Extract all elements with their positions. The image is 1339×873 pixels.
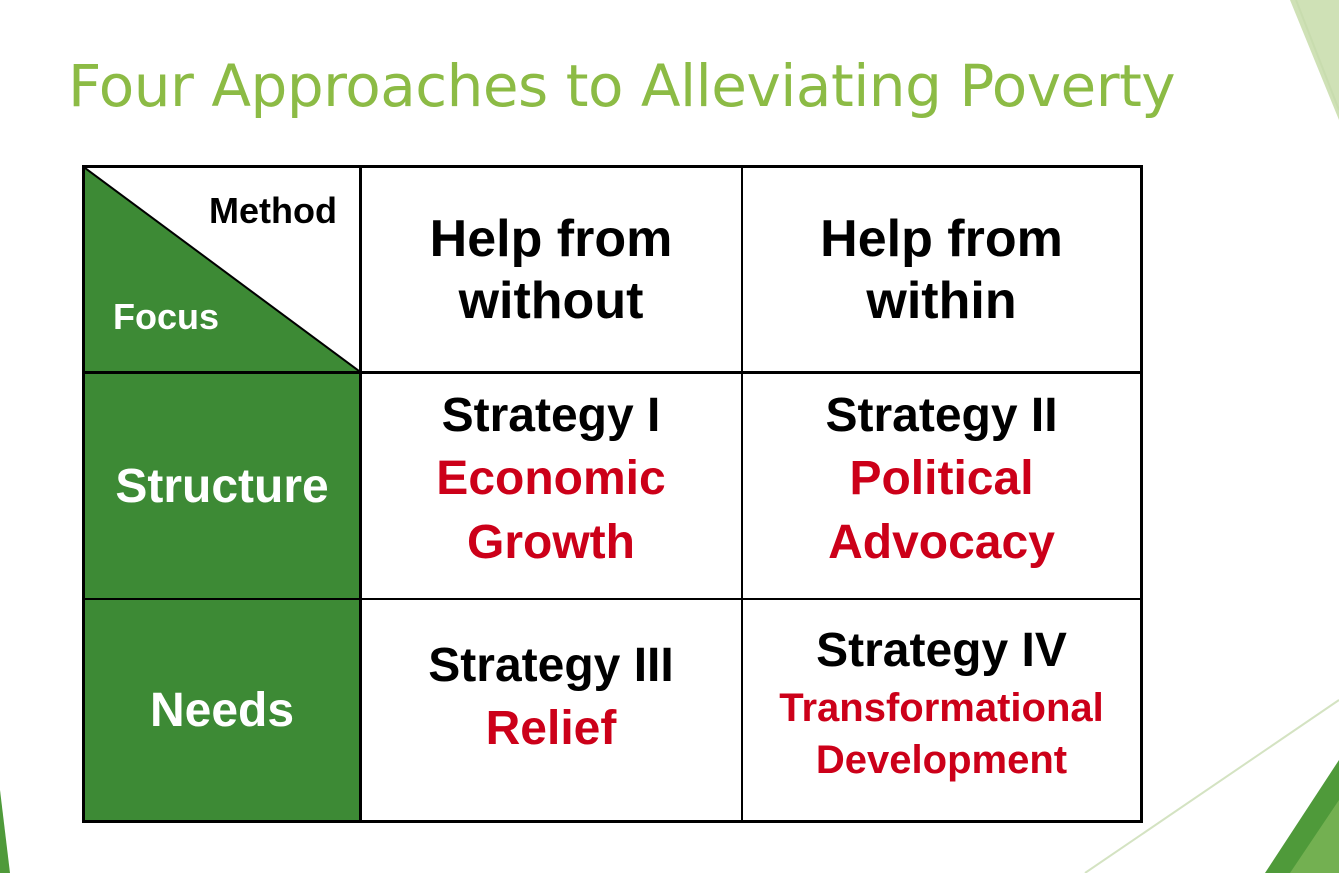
strategy-name-line1: Transformational — [779, 686, 1104, 730]
left-edge-accent-shape — [0, 790, 10, 873]
strategy-name-line2: Growth — [467, 516, 635, 569]
cell-strategy-iv: Strategy IV Transformational Development — [743, 600, 1140, 820]
slide-title: Four Approaches to Alleviating Poverty — [68, 52, 1176, 120]
top-right-accent-shape — [1290, 0, 1339, 120]
column-header-help-from-without: Help from without — [361, 168, 741, 371]
cell-strategy-i: Strategy I Economic Growth — [361, 374, 741, 598]
column-header-line1: Help from — [429, 209, 673, 268]
method-label: Method — [209, 190, 337, 231]
strategy-label: Strategy IV — [816, 624, 1067, 677]
row-header-label: Structure — [115, 459, 329, 513]
bottom-right-accent-line — [1084, 699, 1339, 873]
cell-strategy-ii: Strategy II Political Advocacy — [743, 374, 1140, 598]
column-header-line1: Help from — [820, 209, 1063, 268]
row-header-label: Needs — [149, 683, 295, 737]
strategy-label: Strategy I — [441, 389, 661, 442]
column-header-line2: within — [866, 271, 1017, 330]
strategy-matrix: Method Focus Help from without Help from… — [82, 165, 1143, 823]
grid-divider-vertical-thin — [741, 168, 743, 820]
row-header-needs: Needs — [85, 600, 359, 820]
strategy-name-line2: Development — [815, 738, 1068, 782]
strategy-label: Strategy II — [825, 389, 1058, 442]
column-header-help-from-within: Help from within — [743, 168, 1140, 371]
focus-label: Focus — [113, 296, 220, 337]
corner-diagonal-fill — [85, 168, 359, 371]
bottom-right-accent-light — [1290, 800, 1339, 873]
grid-divider-vertical-thick — [359, 168, 362, 820]
strategy-name-line1: Relief — [485, 702, 617, 755]
top-right-accent-line — [1295, 0, 1339, 111]
column-header-line2: without — [458, 271, 644, 330]
grid-divider-horizontal-thick — [85, 371, 1140, 374]
strategy-name-line1: Political — [849, 452, 1034, 505]
strategy-name-line2: Advocacy — [828, 516, 1055, 569]
grid-divider-horizontal-thin — [85, 598, 1140, 600]
cell-strategy-iii: Strategy III Relief — [361, 600, 741, 820]
strategy-label: Strategy III — [428, 639, 674, 692]
row-header-structure: Structure — [85, 374, 359, 598]
corner-header-cell: Method Focus — [85, 168, 359, 371]
strategy-name-line1: Economic — [436, 452, 666, 505]
